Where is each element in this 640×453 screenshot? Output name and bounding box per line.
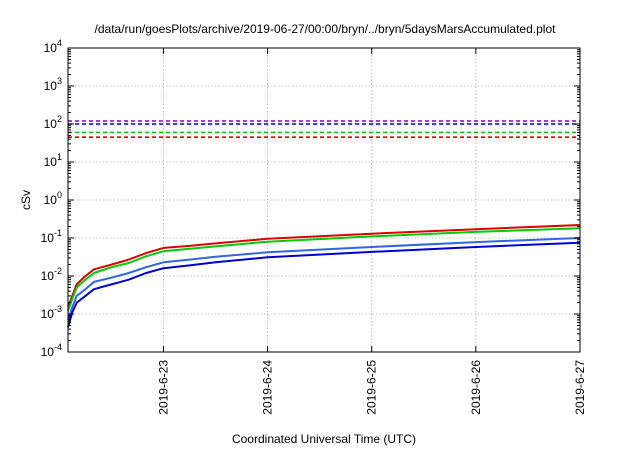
- y-tick-label: 10-1: [41, 228, 62, 245]
- y-tick-label: 101: [44, 152, 62, 169]
- series-line-3: [67, 241, 581, 328]
- series-line-0: [67, 224, 581, 308]
- series-line-1: [67, 227, 581, 312]
- y-tick-label: 103: [44, 76, 62, 93]
- tick-layer: 10-4 10-3 10-2 10-1 100 101 102 103 104 2019-6-23…: [41, 38, 587, 415]
- series-layer: [67, 120, 581, 328]
- y-tick-label: 10-4: [41, 342, 62, 359]
- y-tick-label: 100: [44, 190, 62, 207]
- y-tick-label: 102: [44, 114, 62, 131]
- y-tick-label: 104: [44, 38, 62, 55]
- x-tick-label: 2019-6-26: [469, 360, 483, 415]
- series-line-2: [67, 237, 581, 321]
- grid-layer: [68, 48, 580, 352]
- y-tick-label: 10-3: [41, 304, 62, 321]
- x-tick-label: 2019-6-27: [573, 360, 587, 415]
- y-tick-label: 10-2: [41, 266, 62, 283]
- x-tick-label: 2019-6-25: [365, 360, 379, 415]
- y-axis-label: cSv: [19, 190, 33, 210]
- x-axis-label: Coordinated Universal Time (UTC): [232, 432, 416, 446]
- x-tick-label: 2019-6-24: [261, 360, 275, 415]
- x-tick-label: 2019-6-23: [156, 360, 170, 415]
- chart-title: /data/run/goesPlots/archive/2019-06-27/0…: [95, 22, 557, 36]
